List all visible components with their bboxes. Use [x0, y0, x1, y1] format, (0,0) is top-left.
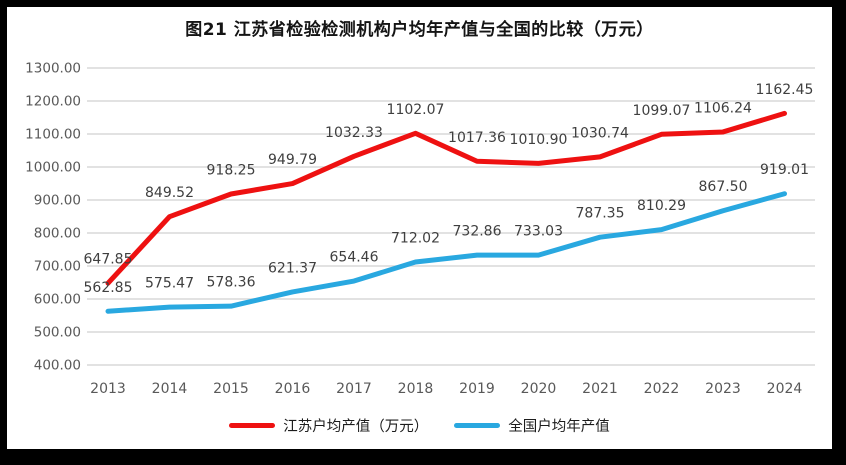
- chart-legend: 江苏户均产值（万元） 全国户均年产值: [7, 415, 832, 436]
- data-label-series-0: 1010.90: [510, 132, 568, 148]
- legend-label-national: 全国户均年产值: [508, 419, 610, 435]
- x-axis-tick-label: 2016: [275, 381, 311, 397]
- data-label-series-1: 919.01: [760, 162, 809, 178]
- data-label-series-0: 647.85: [84, 252, 133, 268]
- x-axis-tick-label: 2014: [152, 381, 188, 397]
- legend-item-jiangsu: 江苏户均产值（万元）: [229, 415, 428, 436]
- data-label-series-1: 654.46: [330, 250, 379, 266]
- data-label-series-1: 787.35: [576, 206, 625, 222]
- y-axis-tick-label: 600.00: [34, 292, 81, 308]
- data-label-series-1: 578.36: [207, 275, 256, 291]
- x-axis-tick-label: 2022: [644, 381, 680, 397]
- y-axis-tick-label: 800.00: [34, 226, 81, 242]
- data-label-series-0: 849.52: [145, 185, 194, 201]
- x-axis-tick-label: 2023: [705, 381, 741, 397]
- y-axis-tick-label: 1000.00: [25, 160, 81, 176]
- data-label-series-0: 1032.33: [325, 125, 383, 141]
- y-axis-tick-label: 400.00: [34, 358, 81, 374]
- data-label-series-0: 1162.45: [756, 82, 814, 98]
- data-label-series-1: 712.02: [391, 231, 440, 247]
- data-label-series-0: 918.25: [207, 162, 256, 178]
- data-label-series-1: 575.47: [145, 276, 194, 292]
- data-label-series-0: 1017.36: [448, 130, 506, 146]
- series-line-1: [105, 191, 787, 314]
- data-label-series-1: 733.03: [514, 224, 563, 240]
- y-axis-tick-label: 900.00: [34, 193, 81, 209]
- x-axis-tick-label: 2024: [767, 381, 803, 397]
- x-axis-tick-label: 2013: [90, 381, 126, 397]
- data-label-series-1: 621.37: [268, 260, 317, 276]
- y-axis-tick-label: 1100.00: [25, 127, 81, 143]
- data-label-series-0: 1099.07: [633, 103, 691, 119]
- y-axis-tick-label: 500.00: [34, 325, 81, 341]
- legend-swatch-jiangsu: [229, 423, 276, 428]
- x-axis-tick-label: 2019: [459, 381, 495, 397]
- data-label-series-0: 1030.74: [571, 125, 629, 141]
- data-label-series-1: 867.50: [699, 179, 748, 195]
- data-label-series-0: 949.79: [268, 152, 317, 168]
- data-label-series-0: 1106.24: [694, 100, 752, 116]
- legend-item-national: 全国户均年产值: [454, 415, 610, 436]
- x-axis-tick-label: 2018: [398, 381, 434, 397]
- legend-swatch-national: [454, 423, 501, 428]
- y-axis-tick-label: 1300.00: [25, 61, 81, 77]
- x-axis-tick-label: 2021: [582, 381, 618, 397]
- data-label-series-1: 732.86: [453, 224, 502, 240]
- legend-label-jiangsu: 江苏户均产值（万元）: [283, 419, 429, 435]
- chart-panel: 图21 江苏省检验检测机构户均年产值与全国的比较（万元） 1300.00 1200…: [7, 7, 832, 449]
- y-axis-tick-label: 1200.00: [25, 94, 81, 110]
- line-chart: 1300.00 1200.00 1100.00 1000.00 900.00 800.00…: [25, 61, 815, 397]
- series-line-0: [105, 110, 787, 286]
- y-axis-tick-label: 700.00: [34, 259, 81, 275]
- x-axis-tick-label: 2017: [336, 381, 372, 397]
- data-label-series-1: 562.85: [84, 280, 133, 296]
- chart-title: 图21 江苏省检验检测机构户均年产值与全国的比较（万元）: [185, 20, 654, 40]
- x-axis-tick-label: 2020: [521, 381, 557, 397]
- data-label-series-1: 810.29: [637, 198, 686, 214]
- x-axis-tick-label: 2015: [213, 381, 249, 397]
- data-label-series-0: 1102.07: [387, 102, 445, 118]
